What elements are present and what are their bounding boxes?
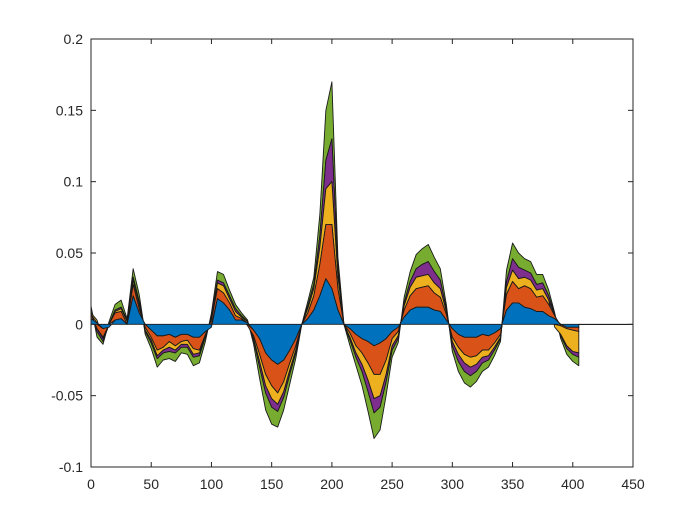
x-tick-label: 450 xyxy=(621,476,645,492)
y-tick-label: 0 xyxy=(75,316,83,332)
y-tick-label: -0.05 xyxy=(51,388,83,404)
y-axis-tick-labels: -0.1 -0.05 0 0.05 0.1 0.15 0.2 xyxy=(51,31,83,475)
x-tick-label: 350 xyxy=(501,476,525,492)
y-tick-label: 0.1 xyxy=(64,174,84,190)
y-tick-label: 0.15 xyxy=(56,102,83,118)
x-tick-label: 400 xyxy=(561,476,585,492)
x-tick-label: 150 xyxy=(260,476,284,492)
y-tick-label: 0.05 xyxy=(56,245,83,261)
x-tick-label: 0 xyxy=(87,476,95,492)
x-tick-label: 50 xyxy=(143,476,159,492)
x-tick-label: 300 xyxy=(441,476,465,492)
x-tick-label: 250 xyxy=(380,476,404,492)
x-tick-label: 200 xyxy=(320,476,344,492)
y-tick-label: 0.2 xyxy=(64,31,84,47)
y-tick-label: -0.1 xyxy=(59,459,83,475)
axis-ticks xyxy=(90,38,634,468)
x-axis-tick-labels: 0 50 100 150 200 250 300 350 400 450 xyxy=(87,476,645,492)
x-tick-label: 100 xyxy=(200,476,224,492)
